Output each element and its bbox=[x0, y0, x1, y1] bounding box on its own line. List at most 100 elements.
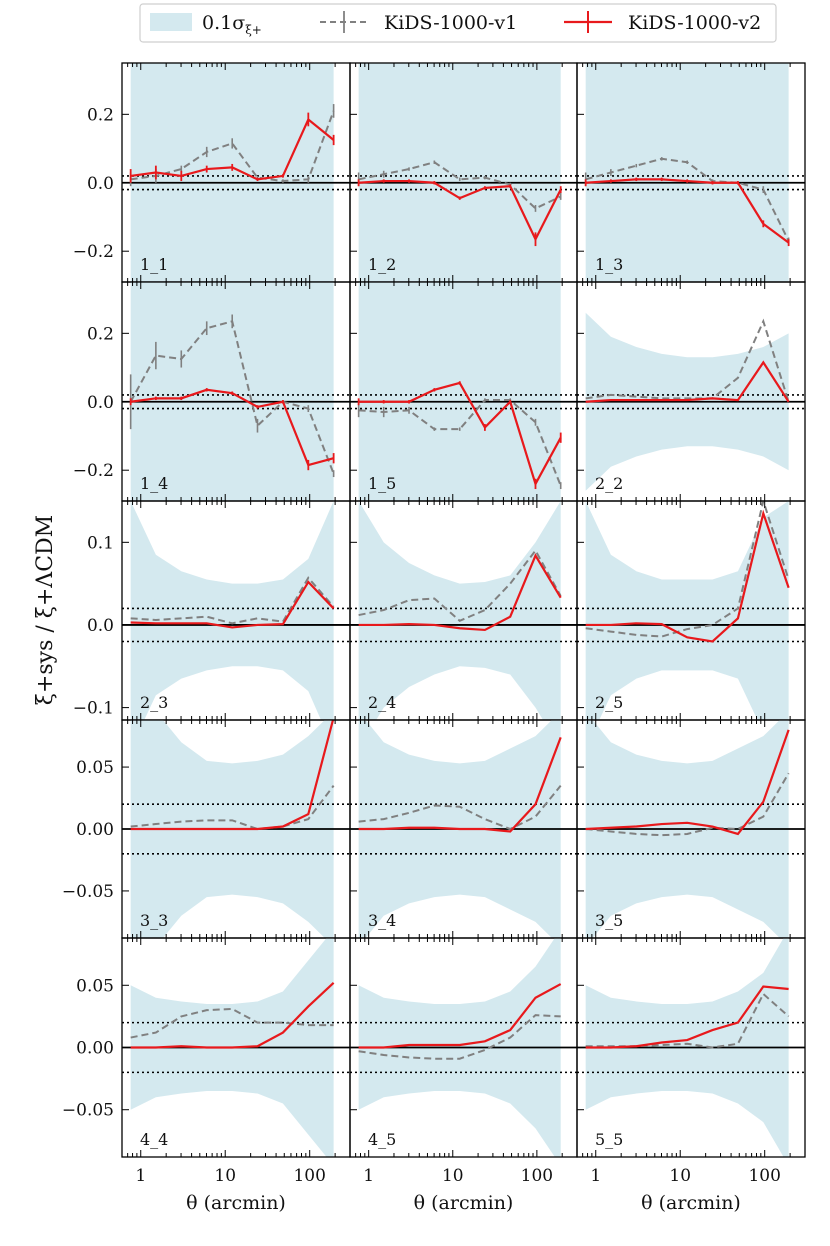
panel-grid: 1_1 0.2 0.0 −0.2 1_2 1_3 1_4 0.2 0.0 −0.2 1_5 2_2 2_… bbox=[62, 62, 806, 1158]
panel-plot-area bbox=[577, 501, 805, 720]
y-tick-label: −0.05 bbox=[62, 1101, 114, 1121]
series-v1-line bbox=[358, 548, 562, 622]
y-tick-label: 0.00 bbox=[76, 820, 114, 840]
panel-plot-area bbox=[577, 720, 805, 938]
y-tick-label: −0.05 bbox=[62, 882, 114, 902]
series-v1-line bbox=[358, 785, 562, 831]
panel-label: 1_4 bbox=[140, 474, 168, 493]
series-v2-line bbox=[358, 736, 562, 833]
x-tick-label: 10 bbox=[442, 1166, 464, 1186]
panel-plot-area bbox=[577, 938, 805, 1157]
panel-3-3: 3_3 0.05 0.00 −0.05 bbox=[62, 719, 351, 939]
y-tick-label: −0.1 bbox=[73, 699, 114, 719]
x-tick-label: 10 bbox=[214, 1166, 236, 1186]
panel-plot-area bbox=[122, 501, 350, 720]
panel-2-3: 2_3 0.1 0.0 −0.1 bbox=[73, 500, 351, 721]
panel-label: 1_3 bbox=[595, 255, 623, 274]
series-v1-line bbox=[130, 576, 335, 625]
legend-band-swatch bbox=[150, 13, 192, 31]
y-tick-label: 0.0 bbox=[87, 616, 114, 636]
panel-2-4: 2_4 bbox=[349, 500, 578, 721]
sigma-band bbox=[358, 282, 561, 501]
series-v2-line bbox=[585, 360, 790, 403]
panel-5-5: 5_5 bbox=[576, 937, 806, 1158]
panel-label: 2_3 bbox=[140, 693, 168, 712]
panel-1-4: 1_4 0.2 0.0 −0.2 bbox=[73, 281, 351, 502]
y-tick-label: 0.05 bbox=[76, 758, 114, 778]
y-tick-label: 0.0 bbox=[87, 393, 114, 413]
panel-label: 1_1 bbox=[140, 255, 168, 274]
sigma-band bbox=[585, 63, 789, 282]
legend-frame bbox=[139, 3, 777, 43]
x-tick-label: 100 bbox=[521, 1166, 553, 1186]
legend-v1-label: KiDS-1000-v1 bbox=[384, 12, 517, 34]
panel-label: 1_5 bbox=[368, 474, 396, 493]
panel-4-4: 4_4 0.05 0.00 −0.05 bbox=[62, 937, 351, 1158]
sigma-band bbox=[585, 501, 789, 720]
series-v1-line bbox=[358, 161, 562, 210]
series-v1-line bbox=[358, 1014, 561, 1060]
panel-plot-area bbox=[577, 312, 805, 491]
x-tick-label: 1 bbox=[135, 1166, 146, 1186]
panel-plot-area bbox=[350, 501, 577, 720]
panel-plot-area bbox=[122, 938, 350, 1157]
x-tick-label: 100 bbox=[748, 1166, 780, 1186]
panel-label: 5_5 bbox=[595, 1130, 623, 1149]
panel-label: 1_2 bbox=[368, 255, 396, 274]
panel-label: 2_5 bbox=[595, 693, 623, 712]
panel-label: 3_5 bbox=[595, 911, 623, 930]
panel-3-4: 3_4 bbox=[349, 719, 578, 939]
panel-plot-area bbox=[350, 63, 577, 282]
panel-2-5: 2_5 bbox=[576, 500, 806, 721]
series-v1-line bbox=[358, 399, 562, 486]
series-v2-line bbox=[130, 720, 335, 831]
series-v2-line bbox=[130, 981, 335, 1049]
x-axis-label: θ (arcmin) bbox=[414, 1192, 514, 1214]
panel-label: 2_4 bbox=[368, 693, 396, 712]
series-v1-line bbox=[585, 501, 790, 638]
series-v1-line bbox=[130, 1007, 334, 1039]
panel-label: 3_3 bbox=[140, 911, 168, 930]
x-tick-label: 100 bbox=[293, 1166, 325, 1186]
series-v1-line bbox=[130, 785, 335, 831]
sigma-band bbox=[358, 501, 561, 720]
y-tick-label: −0.2 bbox=[73, 461, 114, 481]
panel-label: 3_4 bbox=[368, 911, 396, 930]
panel-4-5: 4_5 bbox=[349, 937, 578, 1158]
panel-3-5: 3_5 bbox=[576, 719, 806, 939]
sigma-band bbox=[130, 501, 334, 720]
legend-v2-label: KiDS-1000-v2 bbox=[628, 12, 761, 34]
panel-plot-area bbox=[350, 282, 577, 501]
panel-plot-area bbox=[577, 63, 805, 282]
panel-1-1: 1_1 0.2 0.0 −0.2 bbox=[73, 62, 351, 283]
panel-plot-area bbox=[122, 282, 350, 501]
series-v2-line bbox=[585, 509, 790, 643]
legend: 0.1σξ+ KiDS-1000-v1 KiDS-1000-v2 bbox=[139, 3, 777, 43]
series-v2-line bbox=[130, 580, 335, 629]
y-tick-label: 0.05 bbox=[76, 976, 114, 996]
x-axis-labels: 1 10 100 θ (arcmin) 1 10 100 θ (arcmin) 1 10 100 θ … bbox=[135, 1166, 781, 1214]
y-axis-label: ξ+sys / ξ+ΛCDM bbox=[33, 515, 58, 705]
x-axis-label: θ (arcmin) bbox=[641, 1192, 741, 1214]
series-v1-line bbox=[585, 318, 790, 403]
legend-band-label: 0.1σξ+ bbox=[202, 12, 262, 37]
y-tick-label: 0.2 bbox=[87, 324, 114, 344]
legend-v1-swatch bbox=[320, 11, 368, 33]
y-tick-label: 0.0 bbox=[87, 174, 114, 194]
x-tick-label: 1 bbox=[363, 1166, 374, 1186]
panel-label: 2_2 bbox=[595, 474, 623, 493]
y-tick-label: 0.2 bbox=[87, 105, 114, 125]
x-tick-label: 1 bbox=[590, 1166, 601, 1186]
panel-2-2: 2_2 bbox=[576, 281, 806, 502]
panel-label: 4_5 bbox=[368, 1130, 396, 1149]
x-tick-label: 10 bbox=[669, 1166, 691, 1186]
legend-v2-swatch bbox=[564, 11, 612, 33]
panel-plot-area bbox=[350, 938, 577, 1157]
y-tick-label: −0.2 bbox=[73, 242, 114, 262]
panel-1-3: 1_3 bbox=[576, 62, 806, 283]
panel-plot-area bbox=[350, 720, 577, 938]
panel-plot-area bbox=[122, 720, 350, 938]
series-v1-line bbox=[585, 772, 790, 837]
x-axis-label: θ (arcmin) bbox=[186, 1192, 286, 1214]
